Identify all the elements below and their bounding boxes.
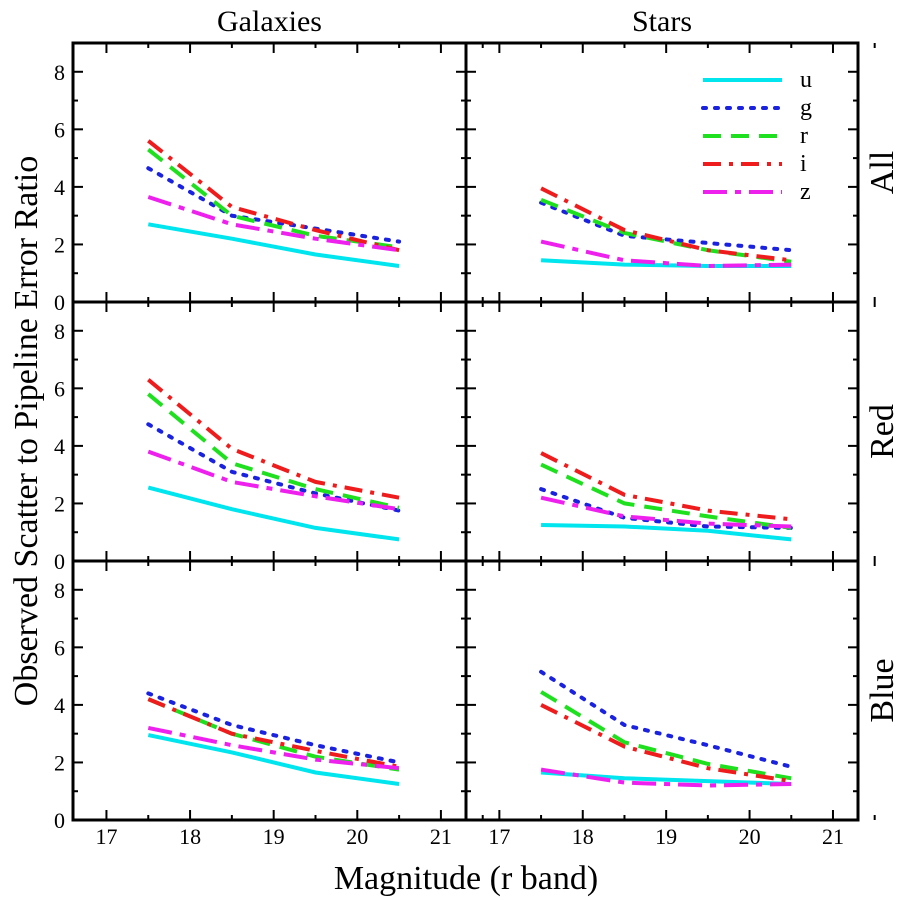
legend-label-g: g bbox=[800, 95, 812, 121]
x-tick-label: 17 bbox=[488, 824, 510, 849]
series-line-i-all-stars bbox=[540, 186, 792, 263]
x-tick-label: 20 bbox=[346, 824, 368, 849]
ticks-all-galaxies bbox=[73, 42, 484, 302]
series-line-u-red-galaxies bbox=[147, 485, 400, 542]
legend-label-r: r bbox=[800, 123, 808, 149]
series-line-u-blue-stars bbox=[540, 770, 792, 786]
series-line-z-all-stars bbox=[540, 239, 792, 269]
panel-frame bbox=[71, 41, 468, 304]
series-line-g-blue-stars bbox=[539, 669, 794, 769]
series-line-u-red-stars bbox=[541, 523, 792, 542]
panel-blue-stars bbox=[539, 669, 794, 788]
x-tick-label: 19 bbox=[263, 824, 285, 849]
panel-frame bbox=[464, 300, 860, 563]
series-line-r-red-galaxies bbox=[147, 392, 400, 510]
y-tick-label: 8 bbox=[54, 60, 65, 85]
series-line-i-red-galaxies bbox=[147, 378, 400, 500]
column-title-galaxies: Galaxies bbox=[217, 5, 322, 38]
row-label-all: All bbox=[864, 151, 901, 194]
x-tick-label: 21 bbox=[430, 824, 452, 849]
legend-label-u: u bbox=[800, 67, 812, 93]
ticks-blue-galaxies bbox=[73, 560, 484, 820]
series-line-z-blue-stars bbox=[540, 767, 792, 788]
y-tick-label: 2 bbox=[54, 232, 65, 257]
x-tick-label: 18 bbox=[572, 824, 594, 849]
series-line-g-all-galaxies bbox=[146, 166, 402, 244]
series-line-i-blue-galaxies bbox=[147, 697, 400, 769]
series-line-i-red-stars bbox=[540, 451, 792, 522]
series-line-g-red-stars bbox=[539, 487, 794, 530]
ticks-red-galaxies bbox=[73, 301, 484, 561]
series-line-r-blue-stars bbox=[540, 690, 792, 781]
y-tick-label: 4 bbox=[54, 175, 65, 200]
legend-label-i: i bbox=[800, 151, 807, 177]
y-tick-label: 8 bbox=[54, 578, 65, 603]
x-tick-label: 19 bbox=[655, 824, 677, 849]
x-tick-label: 21 bbox=[822, 824, 844, 849]
series-line-g-red-galaxies bbox=[146, 422, 402, 513]
series-line-u-all-galaxies bbox=[147, 222, 400, 268]
series-line-z-red-stars bbox=[540, 495, 792, 529]
series-line-r-red-stars bbox=[540, 462, 792, 530]
panel-red-galaxies bbox=[146, 378, 402, 542]
panel-frame bbox=[71, 559, 468, 822]
y-tick-label: 6 bbox=[54, 635, 65, 660]
legend-label-z: z bbox=[800, 179, 811, 205]
y-tick-label: 2 bbox=[54, 491, 65, 516]
series-line-z-blue-galaxies bbox=[147, 725, 400, 771]
x-tick-label: 20 bbox=[739, 824, 761, 849]
series-line-u-all-stars bbox=[540, 258, 792, 268]
column-title-stars: Stars bbox=[632, 5, 692, 38]
x-tick-label: 18 bbox=[179, 824, 201, 849]
panel-frame bbox=[464, 559, 860, 822]
panel-blue-galaxies bbox=[146, 691, 402, 786]
y-tick-label: 2 bbox=[54, 750, 65, 775]
x-tick-label: 17 bbox=[95, 824, 117, 849]
series-line-i-blue-stars bbox=[540, 703, 792, 784]
y-tick-label: 8 bbox=[54, 319, 65, 344]
row-label-red: Red bbox=[864, 404, 901, 459]
y-tick-label: 0 bbox=[54, 808, 65, 833]
ticks-blue-stars bbox=[466, 560, 876, 820]
panel-all-stars bbox=[539, 186, 794, 269]
series-line-u-blue-galaxies bbox=[147, 733, 400, 786]
panel-frame bbox=[71, 300, 468, 563]
y-tick-label: 6 bbox=[54, 376, 65, 401]
series-line-z-red-galaxies bbox=[147, 449, 400, 512]
row-label-blue: Blue bbox=[864, 658, 901, 722]
panel-red-stars bbox=[539, 451, 794, 542]
panel-all-galaxies bbox=[146, 139, 402, 268]
y-tick-label: 4 bbox=[54, 693, 65, 718]
series-line-g-all-stars bbox=[539, 200, 794, 253]
y-tick-label: 6 bbox=[54, 117, 65, 142]
x-axis-label: Magnitude (r band) bbox=[334, 860, 598, 897]
y-axis-label: Observed Scatter to Pipeline Error Ratio bbox=[8, 156, 45, 706]
ticks-all-stars bbox=[466, 42, 876, 302]
series-line-r-all-stars bbox=[540, 197, 792, 264]
series-line-g-blue-galaxies bbox=[146, 691, 402, 765]
series-line-i-all-galaxies bbox=[147, 139, 400, 253]
y-tick-label: 4 bbox=[54, 434, 65, 459]
y-tick-label: 0 bbox=[54, 549, 65, 574]
y-tick-label: 0 bbox=[54, 290, 65, 315]
